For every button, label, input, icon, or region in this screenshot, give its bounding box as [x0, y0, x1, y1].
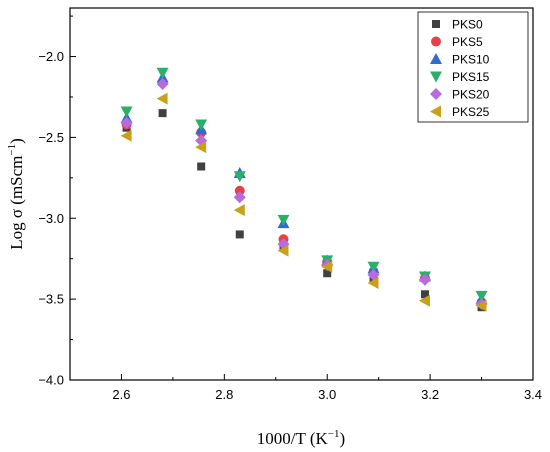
data-point	[277, 214, 290, 226]
data-point	[367, 268, 380, 281]
x-tick-label: 3.4	[524, 387, 542, 402]
legend-box	[417, 11, 529, 123]
plot-frame	[69, 7, 534, 381]
legend-item: PKS20	[430, 88, 490, 102]
legend-marker	[431, 36, 441, 47]
data-point	[197, 162, 206, 171]
y-tick-label: −4.0	[38, 373, 64, 388]
legend-label: PKS10	[452, 53, 490, 67]
data-point	[233, 191, 246, 204]
legend-marker	[430, 105, 441, 118]
legend: PKS0 PKS5 PKS10 PKS15 PKS20 PKS25	[417, 11, 529, 123]
ticks-layer: 2.6 2.8 3.0 3.2 3.4 −4.0 −3.5 −3.0 −2.5 −2.0	[38, 15, 542, 402]
data-point	[120, 129, 132, 142]
data-point	[321, 260, 333, 273]
legend-label: PKS15	[452, 70, 490, 84]
x-tick-label: 2.8	[215, 387, 233, 402]
series-pks0	[122, 109, 486, 312]
legend-item: PKS10	[430, 53, 490, 67]
data-point	[195, 141, 207, 154]
x-tick-label: 3.0	[318, 387, 336, 402]
data-point	[195, 119, 208, 131]
x-axis-title: 1000/T (K−1)	[257, 428, 345, 448]
series-pks25	[120, 92, 487, 312]
data-point	[156, 67, 169, 79]
data-point	[233, 204, 245, 217]
data-point	[156, 92, 168, 105]
x-tick-label: 2.6	[112, 387, 130, 402]
y-tick-label: −3.5	[38, 292, 64, 307]
data-point	[420, 290, 429, 299]
data-point	[120, 106, 133, 118]
legend-label: PKS20	[452, 88, 490, 102]
legend-item: PKS15	[430, 70, 490, 84]
data-point	[475, 290, 488, 302]
y-tick-label: −3.0	[38, 211, 64, 226]
series-pks15	[120, 67, 488, 302]
data-point	[158, 109, 167, 118]
legend-marker	[432, 20, 440, 28]
y-tick-label: −2.0	[38, 49, 64, 64]
legend-label: PKS5	[452, 35, 483, 49]
data-point	[233, 171, 246, 183]
data-point	[367, 276, 379, 289]
data-point	[156, 78, 169, 91]
legend-item: PKS5	[431, 35, 483, 49]
legend-label: PKS0	[452, 18, 483, 32]
data-point	[120, 116, 133, 129]
y-axis-title: Log σ (mScm−1)	[6, 138, 26, 250]
data-point	[418, 273, 431, 286]
legend-item: PKS25	[430, 105, 490, 119]
data-point	[367, 261, 380, 273]
legend-marker	[430, 88, 442, 100]
legend-item: PKS0	[432, 18, 483, 32]
legend-marker	[430, 71, 442, 83]
data-point	[475, 299, 487, 312]
data-point	[277, 244, 289, 257]
data-point	[234, 185, 245, 196]
legend-marker	[430, 53, 442, 64]
legend-label: PKS25	[452, 105, 490, 119]
data-point	[235, 230, 244, 239]
y-tick-label: −2.5	[38, 130, 64, 145]
x-tick-label: 3.2	[421, 387, 439, 402]
points-layer	[120, 67, 488, 312]
data-point	[418, 294, 430, 307]
data-point	[323, 269, 332, 278]
